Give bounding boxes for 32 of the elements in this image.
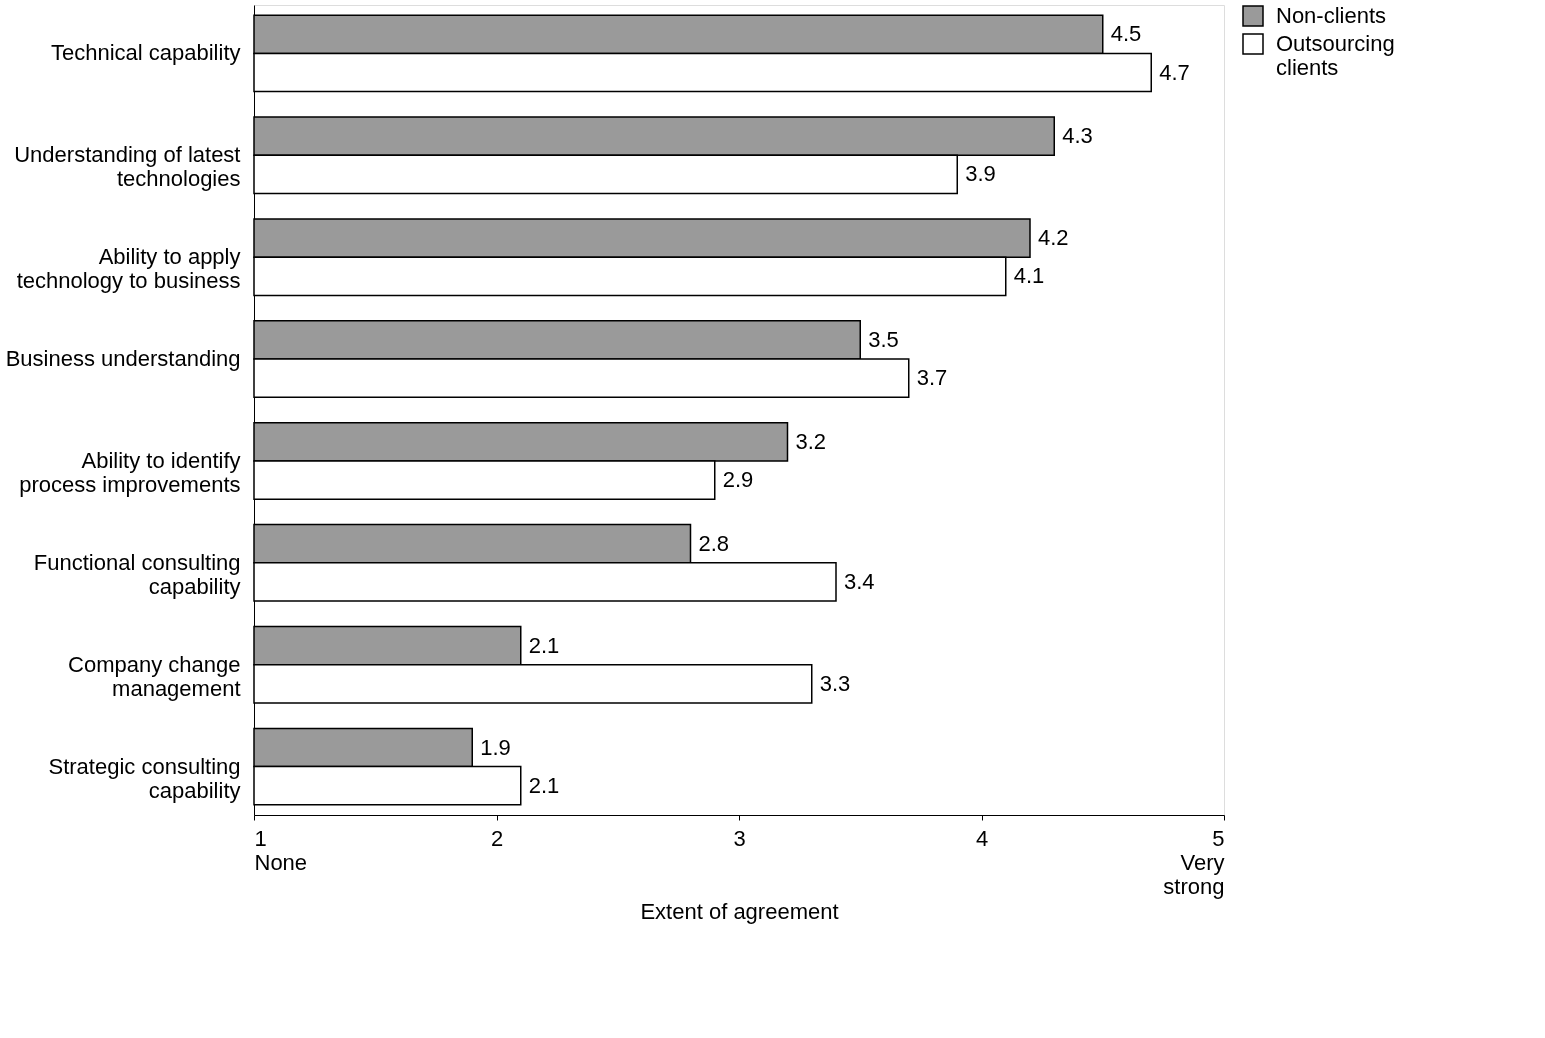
- y-tick-label: Understanding of latest technologies: [14, 142, 241, 192]
- x-tick-label: 1 None: [254, 825, 308, 875]
- y-tick-label: Company change management: [68, 651, 241, 701]
- x-tick-label: 2: [490, 825, 504, 851]
- x-tick-label: 4: [975, 825, 989, 851]
- data-label: 4.5: [1110, 21, 1142, 47]
- data-label: 3.2: [795, 428, 827, 454]
- x-tick-label: 3: [733, 825, 746, 851]
- data-label: 2.1: [528, 632, 560, 658]
- data-label: 2.1: [528, 772, 560, 798]
- x-tick-label: 5 Very strong: [1163, 825, 1225, 899]
- data-label: 3.7: [916, 365, 948, 391]
- data-label: 4.1: [1013, 263, 1045, 289]
- data-label: 1.9: [480, 734, 511, 760]
- y-tick-label: Functional consulting capability: [33, 549, 241, 599]
- data-label: 2.9: [722, 467, 754, 493]
- data-label: 3.4: [844, 568, 875, 594]
- data-label: 2.8: [698, 530, 730, 556]
- y-tick-label: Technical capability: [50, 40, 241, 66]
- y-tick-label: Strategic consulting capability: [48, 753, 241, 803]
- data-label: 4.2: [1038, 225, 1069, 251]
- x-axis-title: Extent of agreement: [640, 898, 839, 924]
- y-tick-label: Ability to apply technology to business: [16, 244, 241, 294]
- data-label: 3.3: [819, 670, 851, 696]
- data-label: 4.7: [1159, 59, 1190, 85]
- legend-label: Outsourcing clients: [1276, 31, 1395, 80]
- y-tick-label: Business understanding: [5, 346, 241, 372]
- y-tick-label: Ability to identify process improvements: [19, 447, 241, 497]
- data-label: 3.5: [868, 326, 899, 352]
- data-label: 4.3: [1062, 123, 1093, 149]
- legend-label: Non-clients: [1276, 3, 1387, 28]
- data-label: 3.9: [965, 161, 996, 187]
